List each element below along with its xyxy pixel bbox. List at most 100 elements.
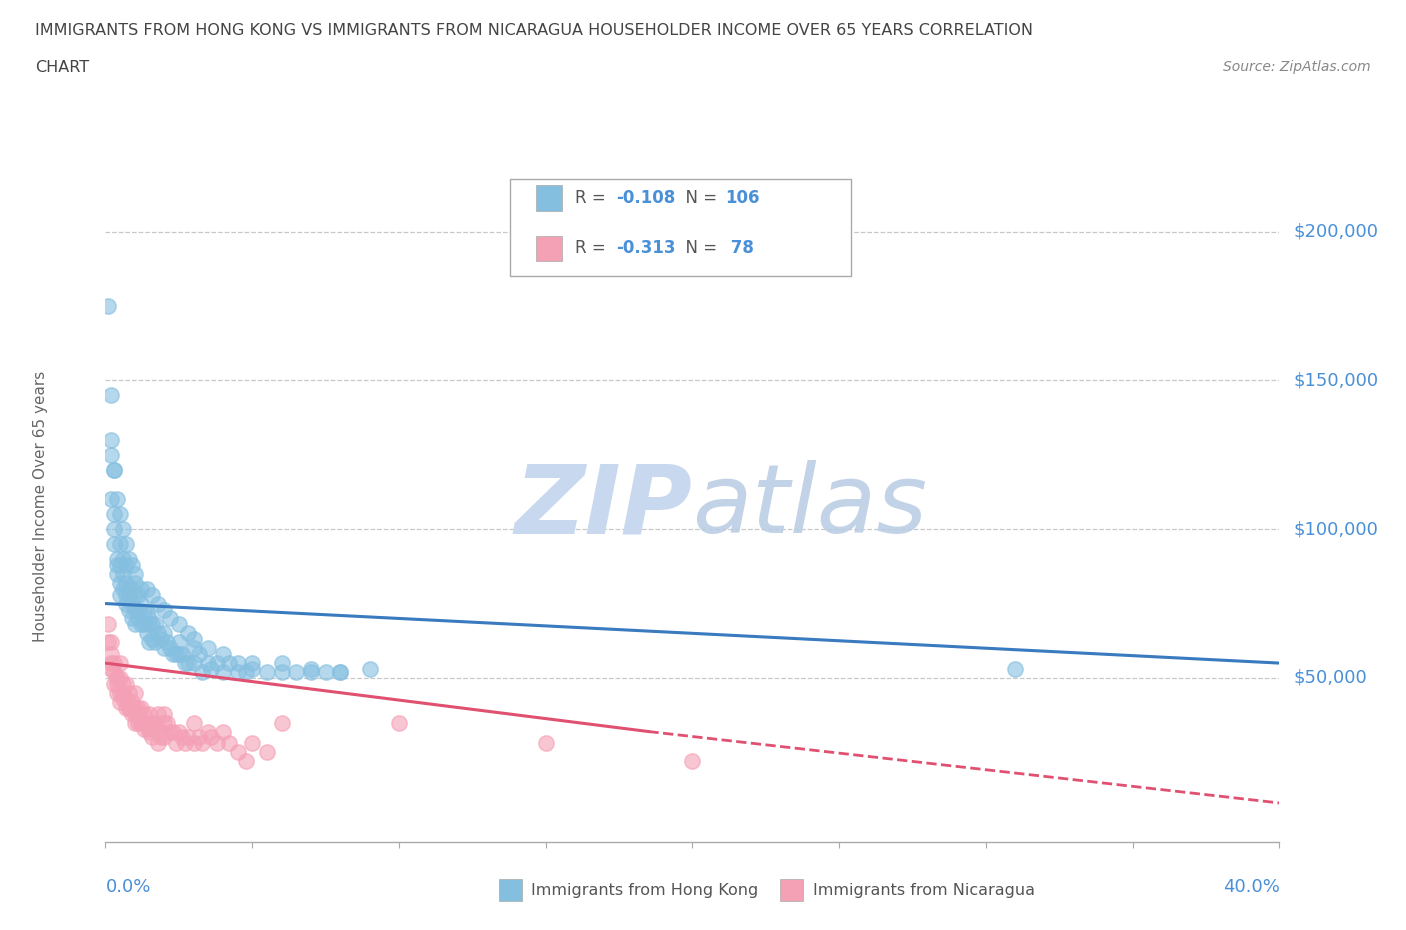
Point (121, 596, 143, 611)
Text: 78: 78 (725, 239, 754, 258)
Text: 40.0%: 40.0% (1223, 879, 1279, 897)
Point (103, 665, 125, 680)
Point (108, 695, 131, 710)
Point (299, 661, 322, 676)
Point (150, 631, 173, 646)
Point (167, 724, 190, 739)
Text: N =: N = (675, 239, 723, 258)
Text: Immigrants from Hong Kong: Immigrants from Hong Kong (531, 883, 759, 897)
Point (100, 447, 122, 462)
Point (100, 656, 122, 671)
Point (191, 736, 214, 751)
Point (211, 646, 233, 661)
Point (124, 706, 146, 721)
Point (108, 576, 131, 591)
Point (256, 665, 278, 680)
Point (167, 635, 190, 650)
Point (1004, 661, 1026, 676)
Point (135, 715, 157, 730)
Point (118, 581, 141, 596)
Point (359, 661, 381, 676)
Point (226, 656, 249, 671)
Point (105, 557, 128, 572)
Point (121, 611, 143, 626)
Point (159, 611, 181, 626)
Point (165, 736, 187, 751)
Point (97, 617, 120, 631)
Point (156, 635, 179, 650)
Point (105, 566, 128, 581)
Point (162, 724, 184, 739)
Point (108, 656, 131, 671)
Point (118, 700, 141, 715)
Text: N =: N = (675, 189, 723, 207)
Text: CHART: CHART (35, 60, 89, 75)
Point (682, 754, 704, 769)
Text: -0.313: -0.313 (616, 239, 676, 258)
Point (191, 665, 214, 680)
Point (129, 581, 152, 596)
Point (115, 676, 138, 691)
Text: $50,000: $50,000 (1294, 669, 1367, 687)
Point (285, 665, 308, 680)
Point (197, 641, 219, 656)
Point (115, 587, 138, 602)
Point (148, 736, 170, 751)
Point (138, 724, 160, 739)
Point (183, 715, 205, 730)
Point (108, 685, 131, 700)
Point (132, 605, 155, 620)
Point (118, 587, 141, 602)
Text: R =: R = (575, 239, 612, 258)
Point (153, 706, 176, 721)
Point (141, 730, 163, 745)
Text: $200,000: $200,000 (1294, 222, 1378, 241)
Point (226, 665, 249, 680)
Point (159, 724, 181, 739)
Point (170, 730, 193, 745)
Point (170, 646, 193, 661)
Point (103, 656, 125, 671)
Point (118, 551, 141, 566)
FancyBboxPatch shape (536, 235, 562, 261)
Point (112, 581, 135, 596)
Point (100, 646, 122, 661)
Point (115, 691, 138, 706)
Point (124, 587, 146, 602)
Text: ZIP: ZIP (515, 460, 692, 553)
Point (118, 602, 141, 617)
Text: 0.0%: 0.0% (105, 879, 150, 897)
Point (103, 507, 125, 522)
Text: Source: ZipAtlas.com: Source: ZipAtlas.com (1223, 60, 1371, 74)
Point (270, 656, 292, 671)
Point (183, 736, 205, 751)
Text: IMMIGRANTS FROM HONG KONG VS IMMIGRANTS FROM NICARAGUA HOUSEHOLDER INCOME OVER 6: IMMIGRANTS FROM HONG KONG VS IMMIGRANTS … (35, 23, 1033, 38)
Point (173, 736, 195, 751)
Point (148, 706, 170, 721)
Point (127, 700, 149, 715)
Point (100, 635, 122, 650)
Point (138, 721, 160, 736)
Point (115, 576, 138, 591)
Point (100, 388, 122, 403)
Point (148, 721, 170, 736)
Point (103, 522, 125, 537)
Point (124, 715, 146, 730)
Point (135, 626, 157, 641)
Point (97, 299, 120, 313)
Point (256, 745, 278, 760)
Point (127, 611, 149, 626)
Point (200, 661, 222, 676)
Point (329, 665, 352, 680)
Point (197, 656, 219, 671)
Point (148, 596, 170, 611)
Point (188, 730, 211, 745)
Point (100, 432, 122, 447)
Point (124, 700, 146, 715)
Point (143, 635, 166, 650)
Text: 106: 106 (725, 189, 759, 207)
Point (240, 661, 263, 676)
Point (141, 617, 163, 631)
Point (100, 492, 122, 507)
Point (108, 587, 131, 602)
